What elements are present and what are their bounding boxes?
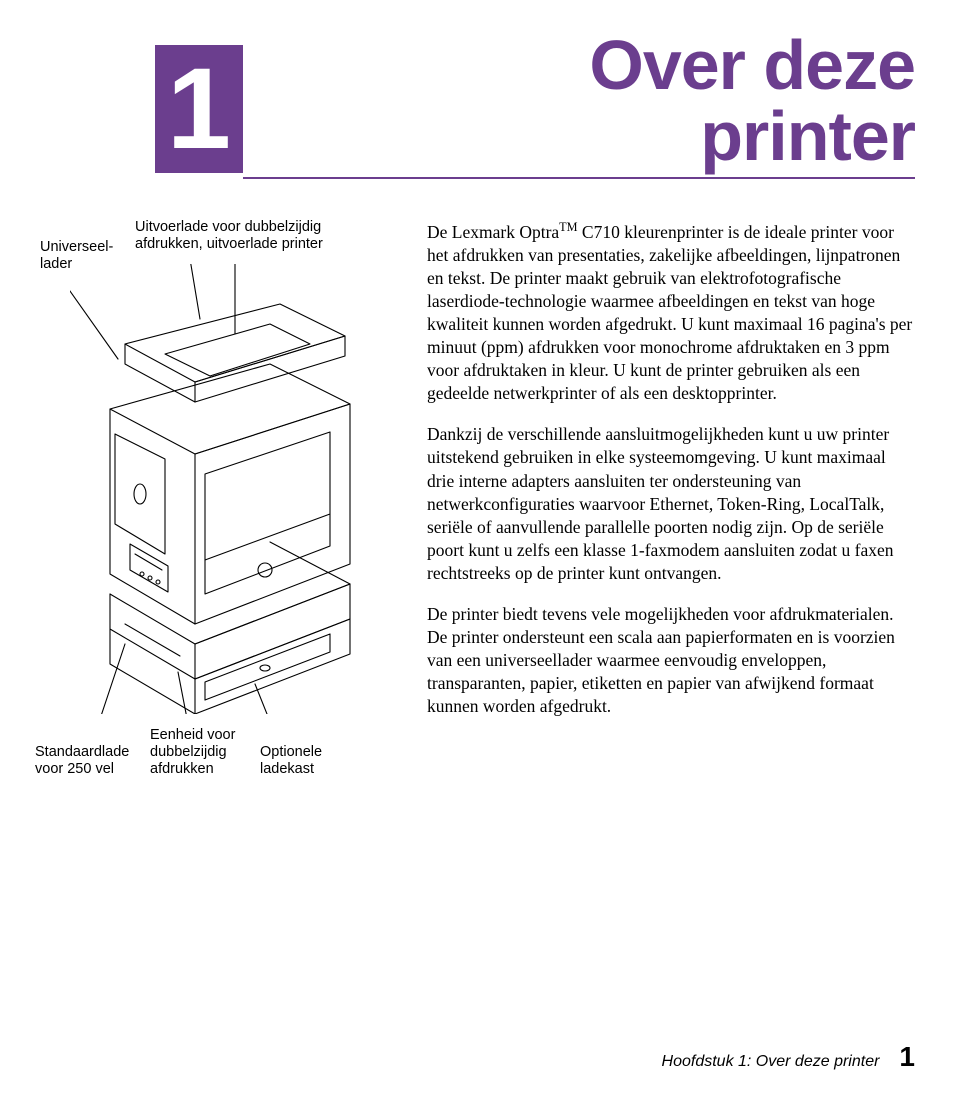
p1-rest: C710 kleurenprinter is de ideale printer… bbox=[427, 222, 912, 404]
footer-chapter-ref: Hoofdstuk 1: Over deze printer bbox=[662, 1053, 880, 1071]
page-number: 1 bbox=[899, 1041, 915, 1073]
label-eenheid: Eenheid voor dubbelzijdig afdrukken bbox=[150, 727, 250, 779]
chapter-number-box: 1 bbox=[155, 45, 243, 173]
tm-mark: TM bbox=[559, 220, 577, 234]
page-footer: Hoofdstuk 1: Over deze printer 1 bbox=[662, 1041, 915, 1073]
label-optionele: Optionele ladekast bbox=[260, 744, 340, 779]
paragraph-3: De printer biedt tevens vele mogelijkhed… bbox=[427, 603, 915, 718]
printer-illustration bbox=[70, 264, 380, 714]
chapter-header: 1 Over deze printer bbox=[35, 30, 915, 179]
figure-column: Universeel-lader Uitvoerlade voor dubbel… bbox=[35, 219, 405, 779]
body-text: De Lexmark OptraTM C710 kleurenprinter i… bbox=[427, 219, 915, 779]
label-uitvoerlade: Uitvoerlade voor dubbelzijdig afdrukken,… bbox=[135, 219, 325, 254]
label-standaardlade: Standaardlade voor 250 vel bbox=[35, 744, 145, 779]
paragraph-1: De Lexmark OptraTM C710 kleurenprinter i… bbox=[427, 219, 915, 406]
title-underline bbox=[243, 177, 915, 179]
p1-prefix: De Lexmark Optra bbox=[427, 222, 559, 242]
printer-figure: Universeel-lader Uitvoerlade voor dubbel… bbox=[35, 219, 405, 779]
content-row: Universeel-lader Uitvoerlade voor dubbel… bbox=[35, 219, 915, 779]
paragraph-2: Dankzij de verschillende aansluitmogelij… bbox=[427, 423, 915, 585]
